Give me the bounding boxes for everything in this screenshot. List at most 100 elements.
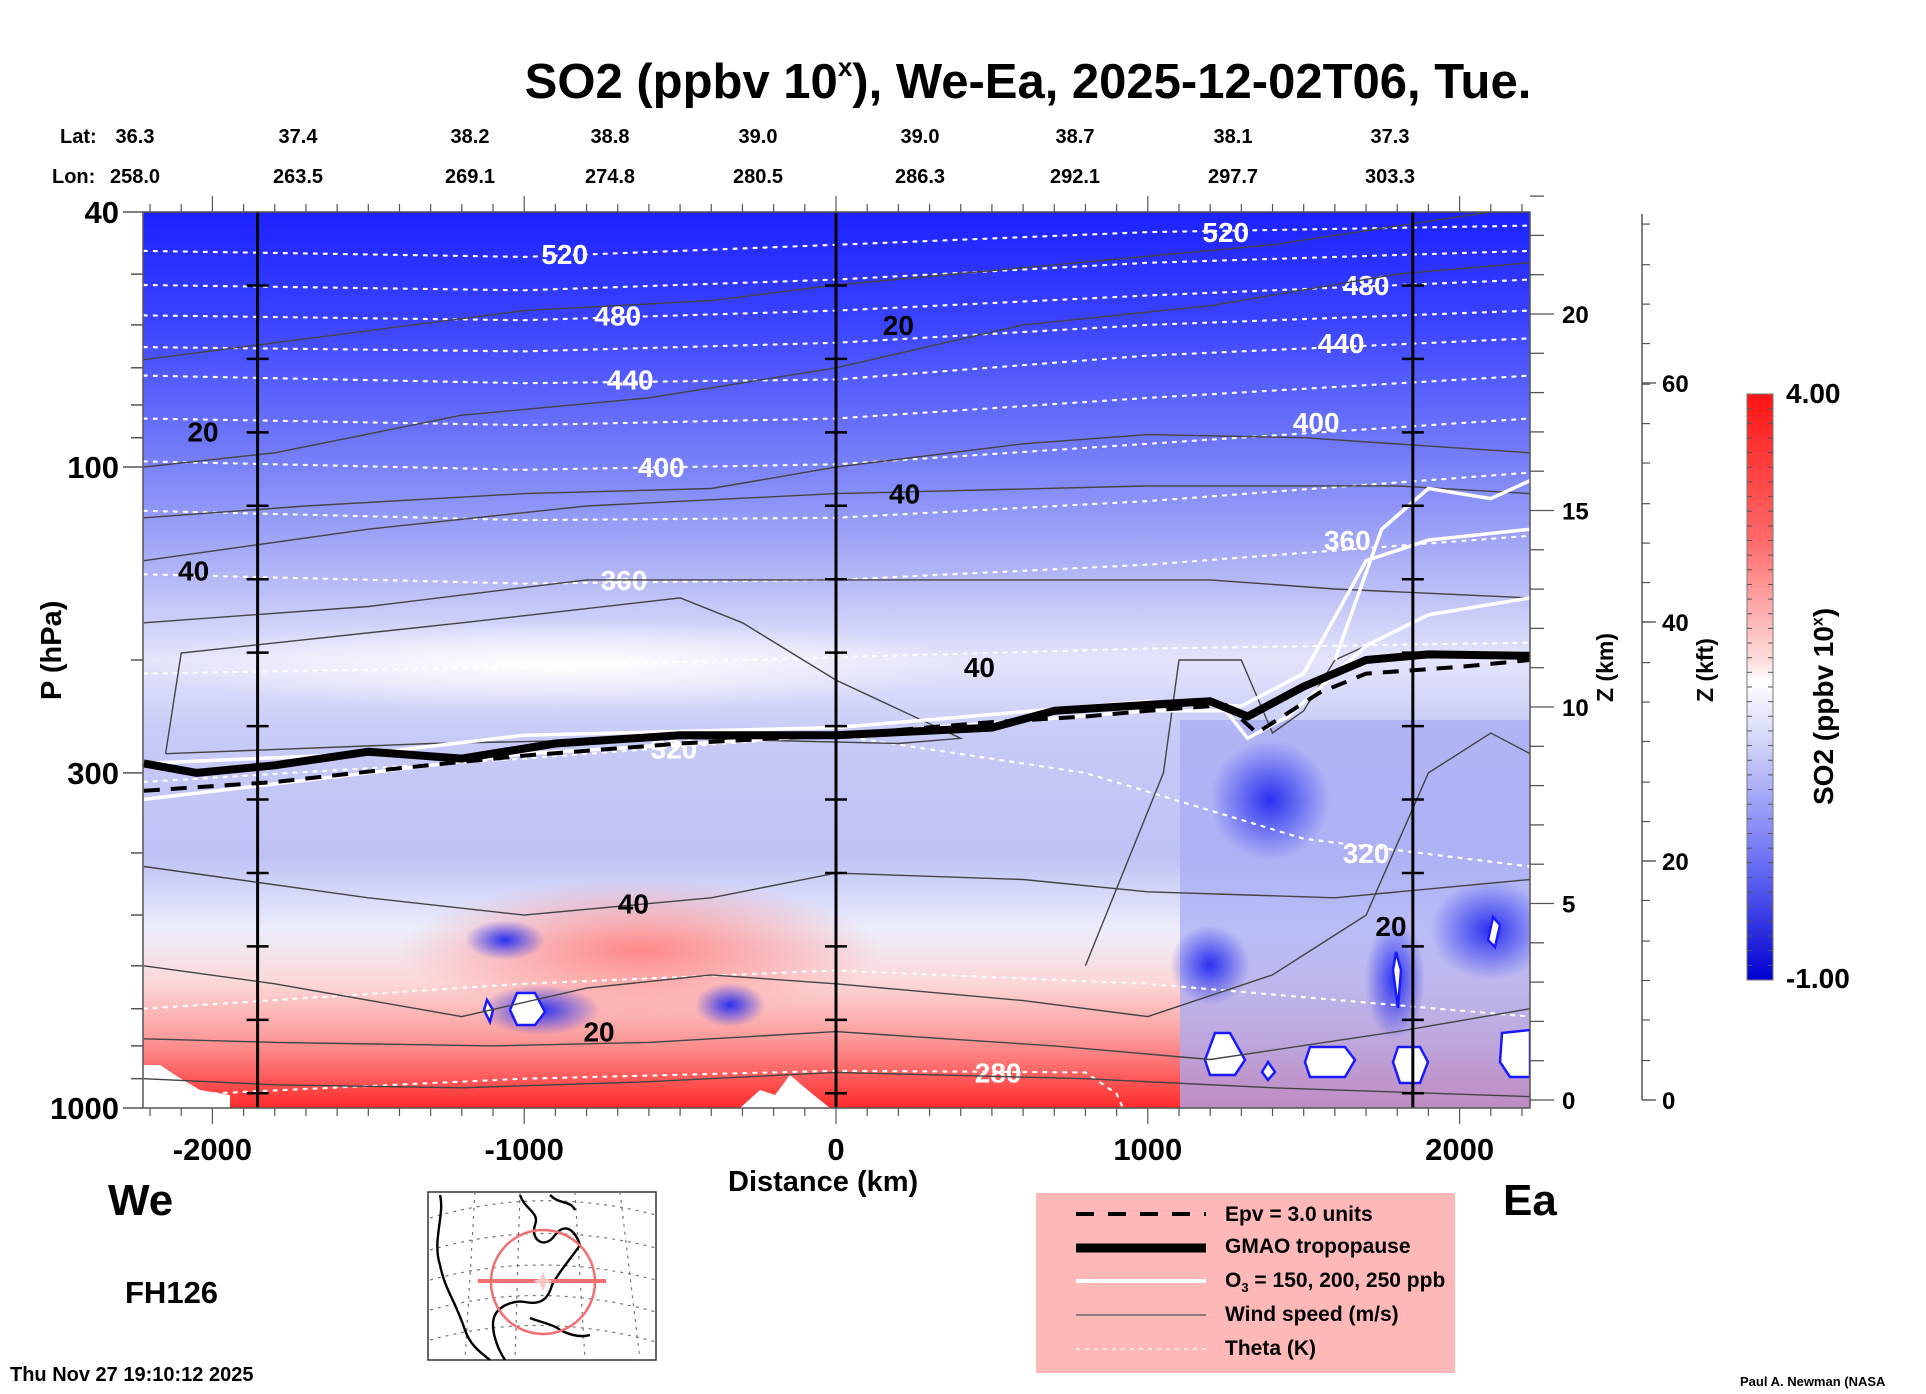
y-axis-title: P (hPa) (36, 600, 68, 700)
so2-hole (1303, 1045, 1357, 1079)
wind-speed-contour-label: 20 (1375, 911, 1406, 942)
wind-speed-contour-line (143, 1071, 1530, 1098)
wind-speed-contour-label: 20 (883, 310, 914, 341)
y-axis-tick-label: 40 (85, 195, 119, 230)
credit-label: Paul A. Newman (NASA (1740, 1374, 1886, 1389)
east-label: Ea (1503, 1176, 1557, 1225)
lat-value: 38.1 (1213, 126, 1253, 148)
z-kft-tick-label: 0 (1662, 1088, 1675, 1115)
lon-value: 258.0 (109, 166, 161, 188)
so2-blue-blob (1430, 880, 1530, 980)
z-km-axis-title: Z (km) (1592, 633, 1618, 702)
wind-speed-contour-line (143, 212, 1491, 361)
lat-value: 39.0 (900, 126, 940, 148)
so2-blue-blob (465, 920, 545, 960)
gmao-tropopause-line (143, 650, 1530, 777)
so2-blue-blob (695, 983, 765, 1027)
x-axis-tick-label: 0 (827, 1132, 844, 1167)
colorbar-ticks (1747, 408, 1773, 966)
saturation-holes (482, 914, 1530, 1085)
z-km-tick-label: 10 (1562, 695, 1589, 722)
legend-swatch-dashed (1076, 1212, 1206, 1216)
lat-value: 39.0 (738, 126, 778, 148)
terrain-mask (143, 1065, 230, 1108)
theta-contour-label: 400 (638, 452, 685, 483)
epv-line (143, 658, 1530, 793)
y-axis-tick-label: 1000 (50, 1091, 119, 1126)
lat-value: 38.2 (450, 126, 490, 148)
lat-value: 36.3 (115, 126, 155, 148)
x-axis-tick-label: -2000 (173, 1132, 252, 1167)
wind-speed-contour-label: 40 (889, 479, 920, 510)
lon-value: 286.3 (894, 166, 946, 188)
wind-speed-contour-label: 20 (583, 1017, 614, 1048)
legend-item-ozone: O3 = 150, 200, 250 ppb (1036, 1267, 1455, 1301)
z-kft-axis-title: Z (kft) (1692, 638, 1718, 702)
chart-title: SO2 (ppbv 10x), We-Ea, 2025-12-02T06, Tu… (524, 52, 1532, 109)
x-axis-title: Distance (km) (728, 1166, 919, 1198)
lat-value: 38.8 (590, 126, 630, 148)
so2-hole (1260, 1059, 1277, 1082)
legend-text: GMAO tropopause (1225, 1235, 1411, 1258)
theta-contour-label: 520 (1202, 217, 1249, 248)
y-axis-tick-label: 100 (67, 450, 119, 485)
lat-value: 37.4 (278, 126, 318, 148)
lat-value: 37.3 (1370, 126, 1410, 148)
z-kft-tick-label: 20 (1662, 849, 1689, 876)
wind-speed-contour-label: 40 (618, 889, 649, 920)
lat-label: Lat: (60, 126, 97, 148)
vertical-markers (246, 212, 1424, 1108)
so2-blue-blob (1170, 925, 1250, 1005)
legend-swatch-thin (1076, 1314, 1206, 1316)
west-label: We (108, 1176, 174, 1225)
theta-contour-label: 480 (1343, 270, 1390, 301)
z-kft-tick-label: 40 (1662, 610, 1689, 637)
lon-value: 303.3 (1364, 166, 1416, 188)
legend: Epv = 3.0 units GMAO tropopause O3 = 150… (1036, 1193, 1455, 1373)
legend-swatch-heavy (1076, 1243, 1206, 1253)
track-center-star-icon (533, 1272, 553, 1291)
so2-hole (1391, 951, 1403, 1009)
wind-speed-contour-label: 40 (178, 555, 209, 586)
lon-value: 280.5 (732, 166, 784, 188)
theta-contour-label: 360 (1324, 525, 1371, 556)
so2-hole (1203, 1031, 1247, 1077)
so2-hole (508, 991, 547, 1027)
lon-label: Lon: (52, 166, 96, 188)
legend-swatch-dotted (1076, 1348, 1206, 1350)
lat-value: 38.7 (1055, 126, 1095, 148)
so2-hole (1391, 1045, 1430, 1085)
ozone-contour-line (1333, 479, 1530, 661)
wind-speed-contour-label: 20 (187, 416, 218, 447)
so2-hole (1486, 914, 1502, 950)
z-km-tick-label: 0 (1562, 1088, 1575, 1115)
theta-contour-label: 440 (1318, 328, 1365, 359)
so2-low-region (143, 620, 980, 710)
wind-speed-contour-label: 40 (964, 652, 995, 683)
theta-contour-label: 440 (607, 364, 654, 395)
axes: 40 100 300 1000 -2000 -1000 0 1000 2000 0 5 10 15 20 0… (50, 195, 1689, 1167)
legend-swatch-white (1076, 1279, 1206, 1283)
legend-item-epv: Epv = 3.0 units (1036, 1199, 1455, 1233)
theta-contour-line (143, 1069, 1125, 1108)
x-axis-tick-label: -1000 (485, 1132, 564, 1167)
legend-item-tropopause: GMAO tropopause (1036, 1233, 1455, 1267)
so2-hole (1498, 1028, 1530, 1079)
colorbar-max-label: 4.00 (1786, 378, 1841, 409)
lon-value: 274.8 (584, 166, 636, 188)
inset-map (427, 1191, 657, 1361)
wind-speed-contour-line (143, 732, 1530, 1018)
z-km-tick-label: 5 (1562, 892, 1575, 919)
theta-contour-label: 320 (1343, 838, 1390, 869)
y-axis-tick-label: 300 (67, 756, 119, 791)
theta-contour-line (143, 734, 1530, 868)
so2-blue-blob (1210, 740, 1330, 860)
timestamp: Thu Nov 27 19:10:12 2025 (10, 1364, 254, 1386)
legend-text: O3 = 150, 200, 250 ppb (1225, 1269, 1446, 1296)
lon-value: 297.7 (1207, 166, 1259, 188)
theta-contour-label: 400 (1293, 407, 1340, 438)
legend-item-wind: Wind speed (m/s) (1036, 1301, 1455, 1335)
x-axis-tick-label: 1000 (1113, 1132, 1182, 1167)
tropopause-lines (143, 650, 1530, 793)
legend-text: Wind speed (m/s) (1225, 1303, 1399, 1326)
